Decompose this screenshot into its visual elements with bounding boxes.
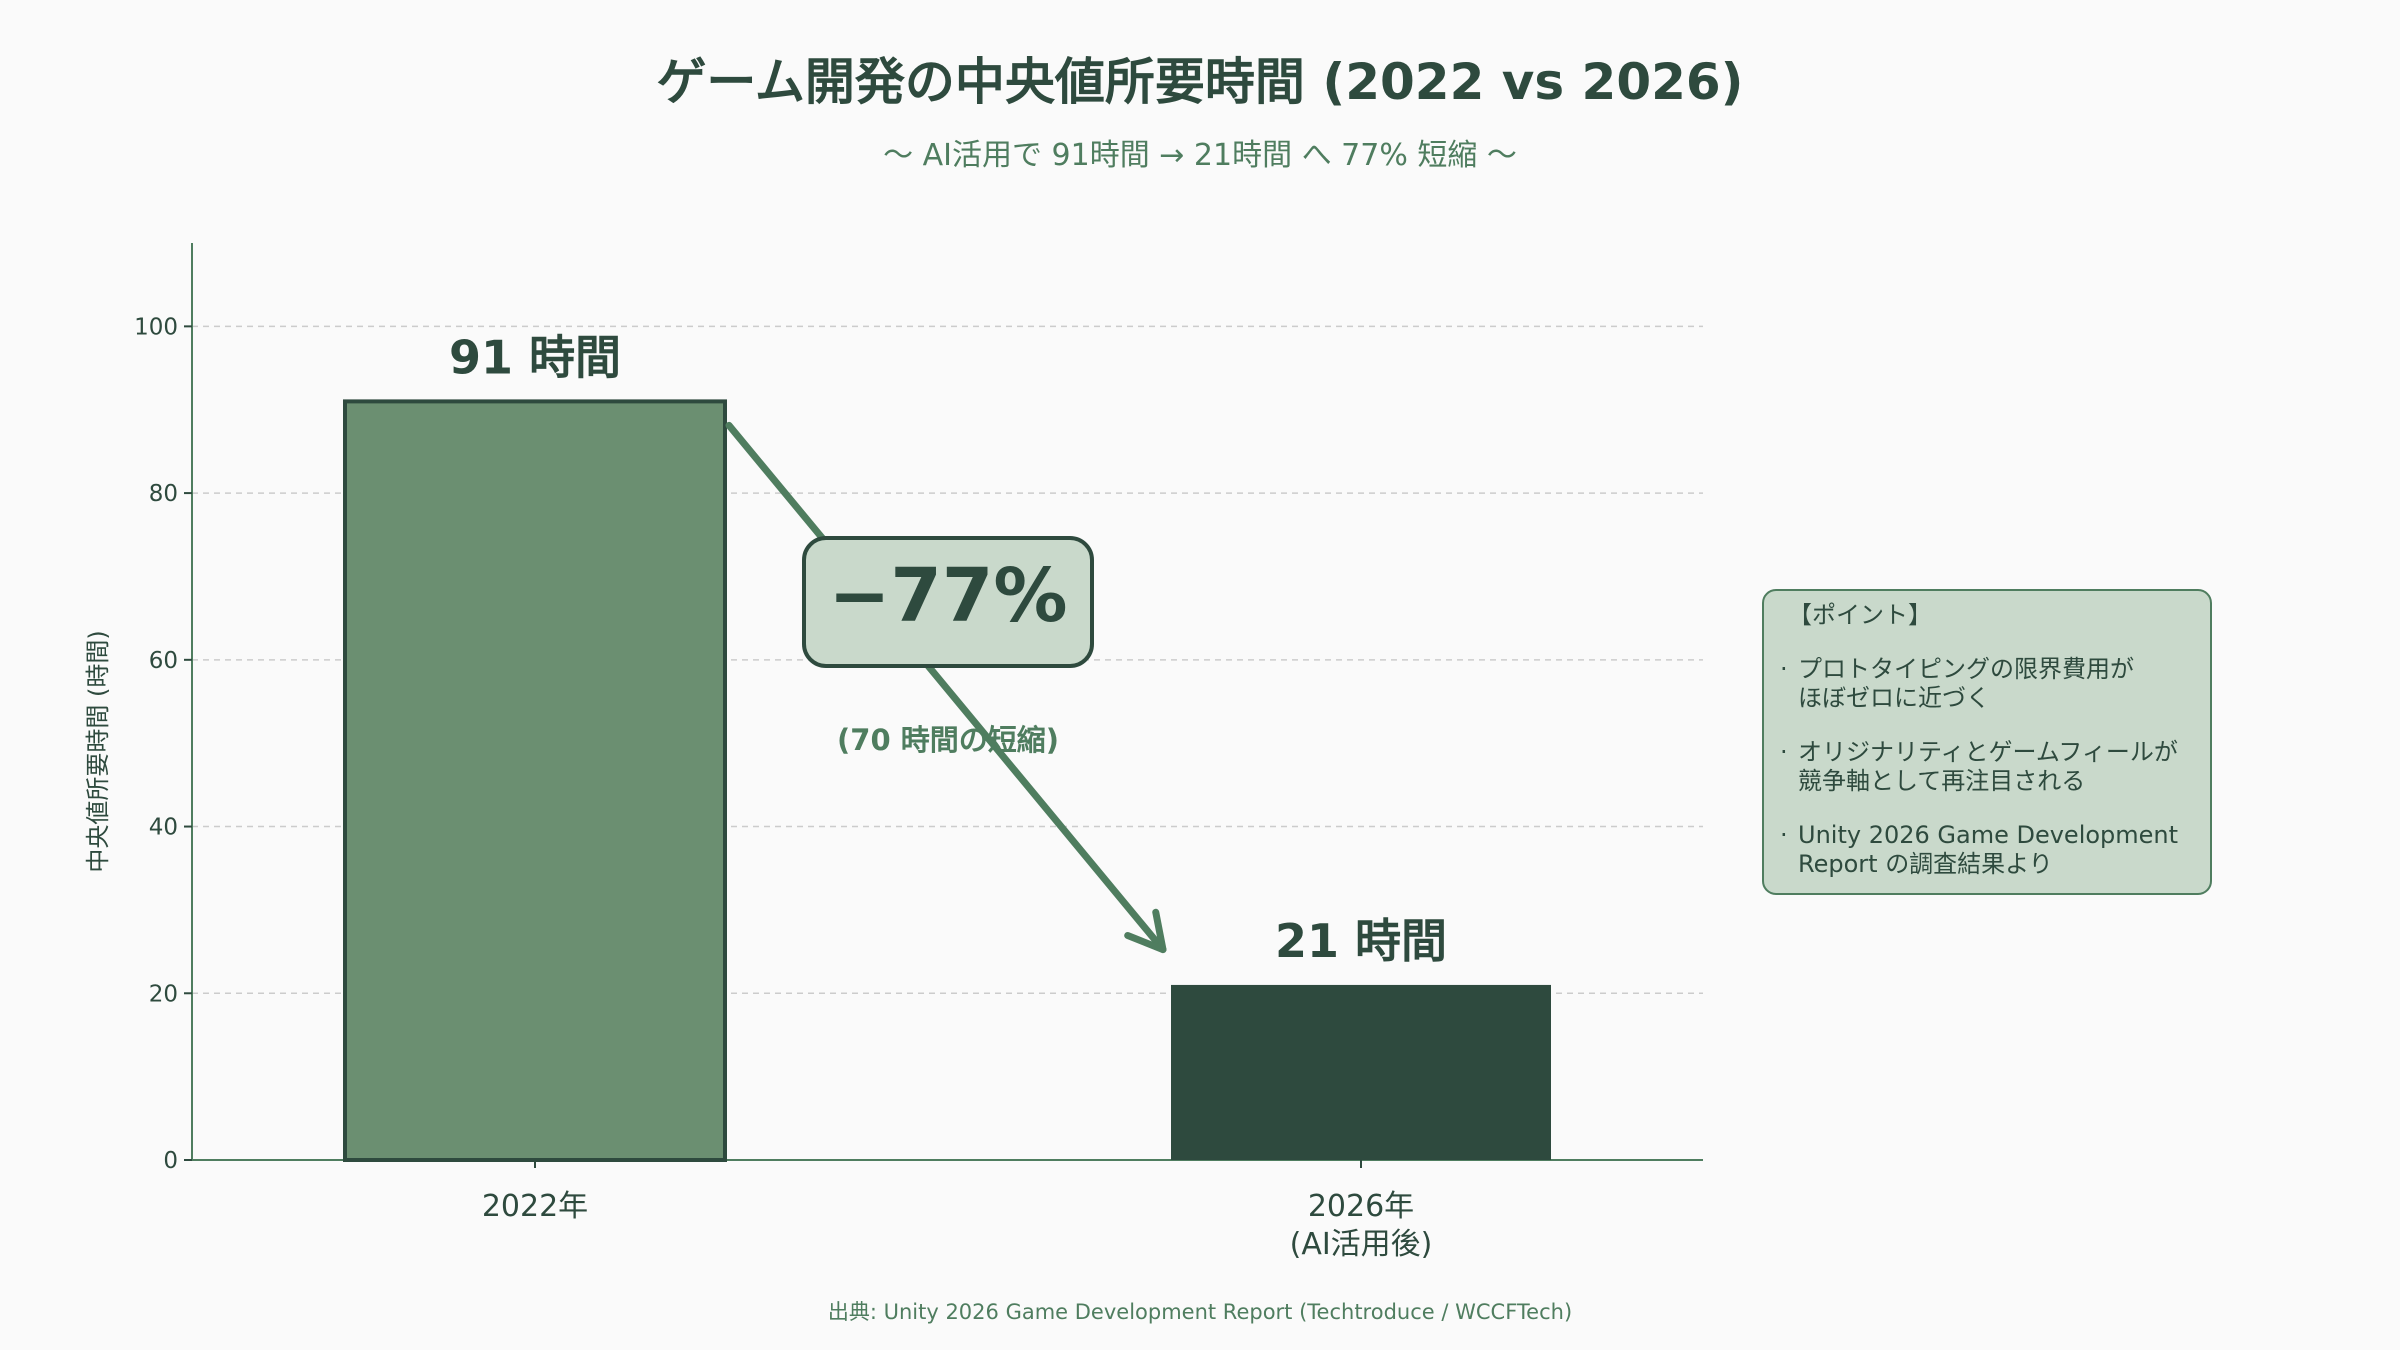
notes-box: 【ポイント】 · プロトタイピングの限界費用が ほぼゼロに近づく · オリジナリテ…	[1762, 589, 2212, 895]
y-tick-label: 80	[149, 481, 178, 507]
x-tick-label: (AI活用後)	[1290, 1227, 1433, 1262]
source-note: 出典: Unity 2026 Game Development Report (…	[827, 1300, 1573, 1324]
reduction-percent-label: −77%	[828, 553, 1067, 639]
notes-item-text: Unity 2026 Game Development Report の調査結果よ…	[1798, 821, 2179, 878]
notes-heading: 【ポイント】	[1788, 601, 1932, 629]
y-tick-label: 60	[149, 648, 178, 674]
notes-item: · オリジナリティとゲームフィールが 競争軸として再注目される	[1778, 738, 2196, 796]
notes-item: · プロトタイピングの限界費用が ほぼゼロに近づく	[1778, 655, 2196, 713]
y-tick-label: 0	[163, 1148, 178, 1174]
y-axis-label: 中央値所要時間 (時間)	[84, 630, 112, 872]
bullet-icon: ·	[1780, 738, 1788, 766]
y-tick-label: 100	[134, 314, 178, 340]
x-tick-label: 2026年	[1308, 1189, 1414, 1224]
y-tick-label: 40	[149, 815, 178, 841]
chart-subtitle: 〜 AI活用で 91時間 → 21時間 へ 77% 短縮 〜	[883, 138, 1517, 173]
arrowhead-icon	[1124, 908, 1167, 954]
bar	[1171, 984, 1551, 1160]
bar	[343, 399, 727, 1162]
notes-item-text: プロトタイピングの限界費用が ほぼゼロに近づく	[1798, 655, 2134, 712]
reduction-arrow	[725, 421, 1167, 954]
x-tick-label: 2022年	[482, 1189, 588, 1224]
reduction-box	[802, 536, 1094, 668]
y-tick-label: 20	[149, 981, 178, 1007]
bar-value-label: 91 時間	[449, 330, 621, 384]
reduction-hours-label: (70 時間の短縮)	[837, 723, 1059, 757]
notes-item: · Unity 2026 Game Development Report の調査結…	[1778, 821, 2196, 879]
bar-value-label: 21 時間	[1275, 914, 1447, 968]
notes-item-text: オリジナリティとゲームフィールが 競争軸として再注目される	[1798, 738, 2178, 795]
chart-title: ゲーム開発の中央値所要時間 (2022 vs 2026)	[656, 53, 1744, 111]
bullet-icon: ·	[1780, 655, 1788, 683]
bullet-icon: ·	[1780, 821, 1788, 849]
